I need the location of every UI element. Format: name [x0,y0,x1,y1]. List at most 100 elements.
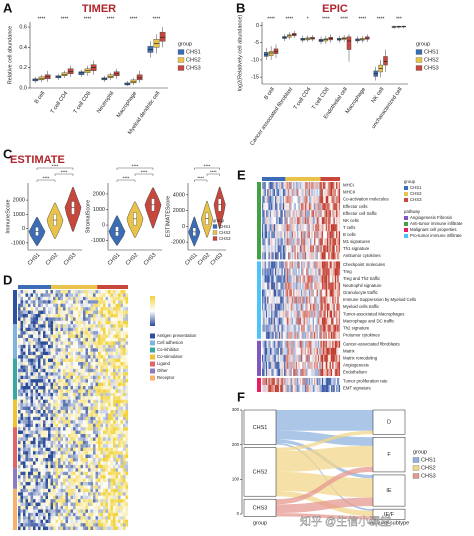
x-tick-label: Neutrophil [96,91,115,115]
heatmap-cell [33,488,36,493]
heatmap-cell [85,464,89,469]
heatmap-cell [80,471,84,476]
heatmap-cell [268,182,270,190]
heatmap-cell [55,375,59,380]
heatmap-cell [65,427,69,431]
heatmap-cell [316,340,318,348]
heatmap-cell [48,461,51,465]
heatmap-cell [35,526,39,531]
heatmap-cell [70,444,74,448]
heatmap-cell [278,310,281,318]
heatmap-cell [338,182,341,190]
y-tick-label: -1000 [91,238,105,244]
heatmap-cell [108,413,111,417]
heatmap-cell [338,224,341,232]
heatmap-cell [327,210,329,218]
heatmap-cell [45,495,49,500]
heatmap-cell [73,403,76,407]
heatmap-cell [30,317,34,321]
heatmap-cell [286,238,289,246]
heatmap-cell [50,355,54,359]
heatmap-cell [310,210,312,218]
heatmap-cell [43,341,46,345]
heatmap-cell [277,245,279,253]
heatmap-cell [58,434,61,438]
heatmap-cell [120,320,124,325]
heatmap-cell [263,361,265,369]
heatmap-cell [293,310,295,318]
heatmap-cell [60,351,64,356]
heatmap-cell [293,261,295,269]
heatmap-cell [285,282,287,290]
heatmap-cell [35,523,39,527]
legend-title: group [178,41,192,47]
heatmap-cell [25,386,29,390]
heatmap-cell [271,252,273,260]
heatmap-cell [125,523,129,527]
heatmap-cell [90,362,94,366]
heatmap-cell [269,296,272,304]
heatmap-cell [63,303,66,308]
heatmap-cell [289,324,291,332]
heatmap-cell [60,396,64,400]
heatmap-cell [123,526,126,531]
heatmap-cell [289,196,291,204]
heatmap-cell [60,296,64,301]
heatmap-cell [278,347,281,355]
heatmap-cell [275,261,277,269]
heatmap-cell [53,324,56,328]
heatmap-cell [25,485,29,489]
heatmap-cell [272,347,274,355]
heatmap-cell [108,338,111,342]
heatmap-cell [123,317,126,321]
heatmap-cell [85,516,89,520]
heatmap-cell [123,344,126,349]
heatmap-cell [298,217,300,225]
heatmap-cell [18,516,21,520]
heatmap-cell [276,224,278,232]
heatmap-cell [263,310,265,318]
heatmap-cell [263,347,265,355]
heatmap-cell [68,471,71,476]
heatmap-cell [327,203,329,211]
heatmap-cell [88,368,91,373]
heatmap-cell [268,347,270,355]
heatmap-cell [333,289,335,297]
heatmap-cell [269,347,272,355]
heatmap-cell [53,351,56,356]
bracket [206,173,220,176]
heatmap-e [257,177,341,393]
heatmap-cell [113,386,116,390]
heatmap-cell [78,464,81,469]
heatmap-cell [18,358,21,363]
heatmap-cell [90,303,94,308]
heatmap-cell [73,502,76,507]
heatmap-cell [90,365,94,369]
heatmap-cell [20,512,24,517]
heatmap-cell [319,245,321,253]
heatmap-cell [100,368,104,373]
heatmap-cell [98,348,101,352]
heatmap-cell [63,499,66,503]
heatmap-cell [262,245,264,253]
heatmap-cell [23,437,26,441]
heatmap-cell [90,372,94,376]
heatmap-cell [80,523,84,527]
heatmap-cell [28,382,31,387]
heatmap-cell [325,245,328,253]
heatmap-cell [88,334,91,339]
heatmap-cell [267,231,269,239]
significance: **** [153,16,161,22]
heatmap-cell [28,392,31,397]
heatmap-cell [316,224,318,232]
heatmap-cell [65,499,69,503]
heatmap-cell [53,386,56,390]
heatmap-cell [108,488,111,493]
heatmap-cell [123,499,126,503]
node-label: D [387,420,391,426]
heatmap-cell [98,454,101,459]
heatmap-cell [333,245,335,253]
heatmap-cell [75,506,79,510]
heatmap-cell [55,464,59,469]
heatmap-cell [53,468,56,472]
